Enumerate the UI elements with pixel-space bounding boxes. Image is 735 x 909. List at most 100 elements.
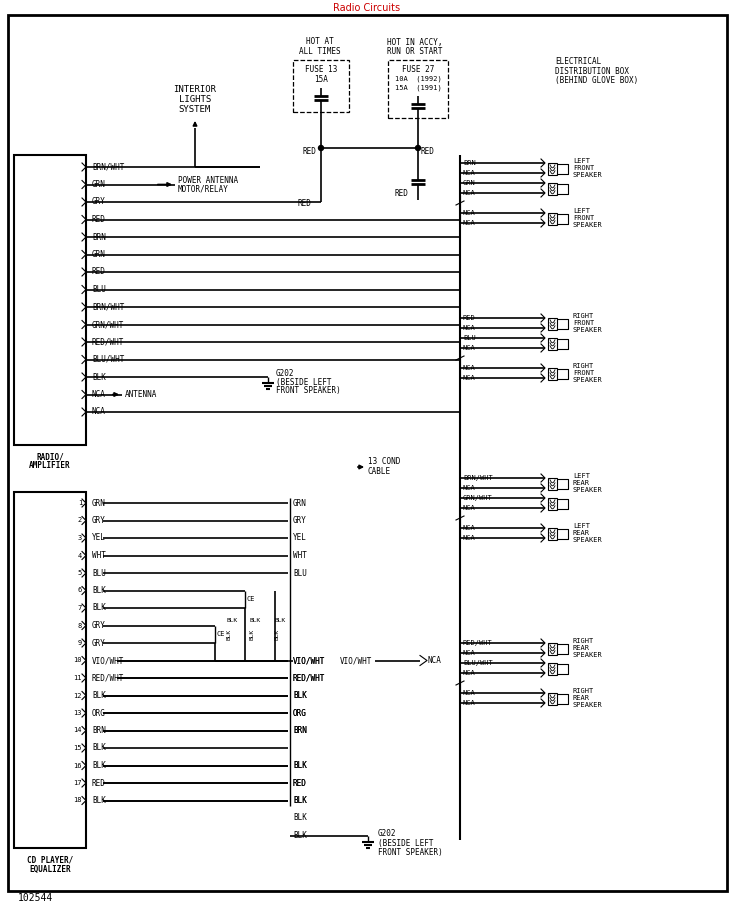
Text: 102544: 102544	[18, 893, 53, 903]
Bar	[548, 163, 557, 175]
Text: YEL: YEL	[293, 534, 307, 543]
Text: CE: CE	[217, 631, 226, 637]
Text: 10: 10	[74, 657, 82, 664]
Bar	[548, 528, 557, 540]
Text: LEFT
FRONT
SPEAKER: LEFT FRONT SPEAKER	[573, 208, 603, 228]
Text: NCA: NCA	[463, 170, 476, 176]
Bar	[548, 643, 557, 655]
Text: HOT AT: HOT AT	[306, 37, 334, 46]
Text: BLK: BLK	[227, 618, 238, 623]
Text: NCA: NCA	[463, 690, 476, 696]
Text: 4: 4	[78, 553, 82, 558]
Text: (BESIDE LEFT: (BESIDE LEFT	[276, 377, 331, 386]
Text: NCA: NCA	[428, 656, 442, 665]
Text: AMPLIFIER: AMPLIFIER	[29, 462, 71, 471]
Text: 14: 14	[74, 727, 82, 734]
Text: BLK: BLK	[275, 618, 286, 623]
Text: BLK: BLK	[275, 629, 280, 640]
Text: RED: RED	[92, 267, 106, 276]
Text: NCA: NCA	[463, 345, 476, 351]
Bar	[388, 60, 448, 118]
Text: NCA: NCA	[463, 700, 476, 706]
Bar	[548, 693, 557, 705]
Text: GRY: GRY	[293, 516, 307, 525]
Text: NCA: NCA	[92, 407, 106, 416]
Text: EQUALIZER: EQUALIZER	[29, 864, 71, 874]
Text: BLU/WHT: BLU/WHT	[463, 660, 492, 666]
Text: RED/WHT: RED/WHT	[293, 674, 326, 683]
Text: Radio Circuits: Radio Circuits	[334, 3, 401, 13]
Text: 2: 2	[78, 517, 82, 524]
Text: 1: 1	[78, 500, 82, 506]
Bar	[548, 318, 557, 330]
Text: BRN/WHT: BRN/WHT	[92, 303, 124, 312]
Text: BLU: BLU	[92, 285, 106, 294]
Text: BRN/WHT: BRN/WHT	[463, 475, 492, 481]
Text: NCA: NCA	[92, 390, 106, 399]
Text: RED/WHT: RED/WHT	[463, 640, 492, 646]
Text: NCA: NCA	[463, 210, 476, 216]
Text: BLK: BLK	[293, 691, 307, 700]
Text: (BESIDE LEFT: (BESIDE LEFT	[378, 839, 434, 848]
Text: LEFT
REAR
SPEAKER: LEFT REAR SPEAKER	[573, 523, 603, 543]
Bar	[548, 338, 557, 350]
Text: 5: 5	[78, 570, 82, 576]
Text: RED: RED	[303, 147, 317, 156]
Text: BRN/WHT: BRN/WHT	[92, 163, 124, 172]
Text: RED/WHT: RED/WHT	[293, 674, 326, 683]
Bar	[548, 478, 557, 490]
Text: BRN: BRN	[92, 233, 106, 242]
Text: GRN: GRN	[293, 498, 307, 507]
Bar	[548, 368, 557, 380]
Text: NCA: NCA	[463, 325, 476, 331]
Text: RIGHT
FRONT
SPEAKER: RIGHT FRONT SPEAKER	[573, 313, 603, 333]
Text: NCA: NCA	[463, 485, 476, 491]
Text: WHT: WHT	[92, 551, 106, 560]
Text: FRONT SPEAKER): FRONT SPEAKER)	[378, 848, 442, 857]
Text: YEL: YEL	[92, 534, 106, 543]
Text: BRN: BRN	[293, 726, 307, 735]
Text: LIGHTS: LIGHTS	[179, 95, 211, 105]
Text: BLK: BLK	[92, 744, 106, 753]
Text: BLK: BLK	[92, 691, 106, 700]
Text: ELECTRICAL: ELECTRICAL	[555, 57, 601, 66]
Text: BLK: BLK	[293, 796, 307, 805]
Bar	[14, 155, 86, 445]
Text: RIGHT
REAR
SPEAKER: RIGHT REAR SPEAKER	[573, 688, 603, 708]
Text: 18: 18	[74, 797, 82, 804]
Text: NCA: NCA	[463, 525, 476, 531]
Text: 12: 12	[74, 693, 82, 698]
Text: BLU: BLU	[463, 335, 476, 341]
Text: BRN: BRN	[463, 160, 476, 166]
Text: BLK: BLK	[293, 761, 307, 770]
Text: BLK: BLK	[250, 629, 255, 640]
Text: NCA: NCA	[463, 375, 476, 381]
Text: BLK: BLK	[250, 618, 261, 623]
Text: RED: RED	[395, 188, 409, 197]
Text: 17: 17	[74, 780, 82, 786]
Text: ORG: ORG	[293, 708, 307, 717]
Text: BLU: BLU	[293, 568, 307, 577]
Text: CD PLAYER/: CD PLAYER/	[27, 855, 73, 864]
Text: RED: RED	[92, 215, 106, 224]
Text: ANTENNA: ANTENNA	[125, 390, 157, 399]
Text: BLK: BLK	[293, 691, 307, 700]
Text: 13: 13	[74, 710, 82, 716]
Text: INTERIOR: INTERIOR	[173, 85, 217, 95]
Text: ORG: ORG	[293, 708, 307, 717]
Text: POWER ANTENNA: POWER ANTENNA	[178, 176, 238, 185]
Text: LEFT
REAR
SPEAKER: LEFT REAR SPEAKER	[573, 473, 603, 493]
Text: LEFT
FRONT
SPEAKER: LEFT FRONT SPEAKER	[573, 158, 603, 178]
Circle shape	[318, 145, 323, 151]
Text: VIO/WHT: VIO/WHT	[340, 656, 373, 665]
Text: VIO/WHT: VIO/WHT	[92, 656, 124, 665]
Text: G202: G202	[276, 368, 295, 377]
Circle shape	[415, 145, 420, 151]
Text: 6: 6	[78, 587, 82, 594]
Text: RED/WHT: RED/WHT	[92, 674, 124, 683]
Text: G202: G202	[378, 829, 396, 838]
Text: VIO/WHT: VIO/WHT	[293, 656, 326, 665]
Bar	[548, 183, 557, 195]
Text: NCA: NCA	[463, 190, 476, 196]
Text: GRY: GRY	[92, 621, 106, 630]
